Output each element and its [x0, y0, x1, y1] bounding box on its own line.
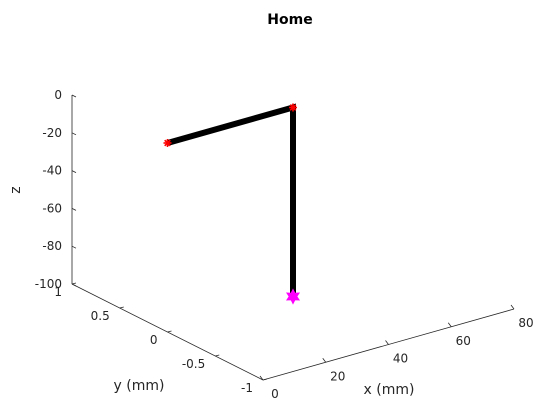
z-tick-mark	[71, 94, 77, 98]
z-tick-label: -40	[42, 164, 62, 178]
y-tick-label: 0.5	[91, 309, 110, 323]
x-tick-label: 60	[456, 334, 471, 348]
z-tick-label: -20	[42, 126, 62, 140]
z-tick-label: 0	[54, 88, 62, 102]
chart-title: Home	[267, 12, 312, 28]
x-tick-mark	[322, 358, 327, 363]
z-ticks: 0 -20 -40 -60 -80 -100	[35, 88, 77, 291]
x-tick-mark	[510, 304, 515, 310]
x-tick-label: 40	[393, 352, 408, 366]
x-tick-label: 80	[518, 316, 533, 330]
x-axis-label: x (mm)	[364, 382, 415, 398]
y-tick-mark	[71, 282, 77, 285]
z-tick-label: -60	[42, 201, 62, 215]
y-tick-mark	[262, 378, 268, 381]
y-tick-mark	[167, 330, 172, 333]
y-tick-mark	[215, 354, 220, 357]
series-layer	[166, 103, 296, 297]
y-axis-label: y (mm)	[114, 378, 165, 394]
z-tick-label: -100	[35, 277, 62, 291]
y-tick-mark	[119, 306, 124, 309]
z-tick-mark	[71, 208, 77, 211]
z-axis-label: z	[8, 186, 24, 193]
x-tick-mark	[259, 375, 264, 381]
joint-marker	[289, 103, 297, 112]
y-tick-label: 1	[54, 285, 62, 299]
end-effector-marker	[285, 288, 301, 305]
z-tick-mark	[71, 245, 77, 249]
z-tick-mark	[71, 170, 77, 173]
marker-layer	[163, 103, 301, 305]
z-tick-mark	[71, 283, 77, 287]
y-tick-label: -1	[241, 381, 253, 395]
x-tick-label: 0	[271, 387, 279, 401]
x-tick-mark	[385, 340, 389, 345]
y-ticks: 1 0.5 0 -0.5 -1	[54, 282, 268, 395]
x-tick-label: 20	[330, 369, 345, 383]
x-ticks: 0 20 40 60 80	[259, 304, 534, 401]
z-tick-label: -80	[42, 239, 62, 253]
joint-marker	[163, 139, 172, 147]
series-line	[166, 103, 296, 297]
x-tick-mark	[447, 322, 452, 327]
z-tick-mark	[71, 132, 77, 136]
y-tick-label: -0.5	[182, 357, 205, 371]
y-tick-label: 0	[150, 333, 158, 347]
